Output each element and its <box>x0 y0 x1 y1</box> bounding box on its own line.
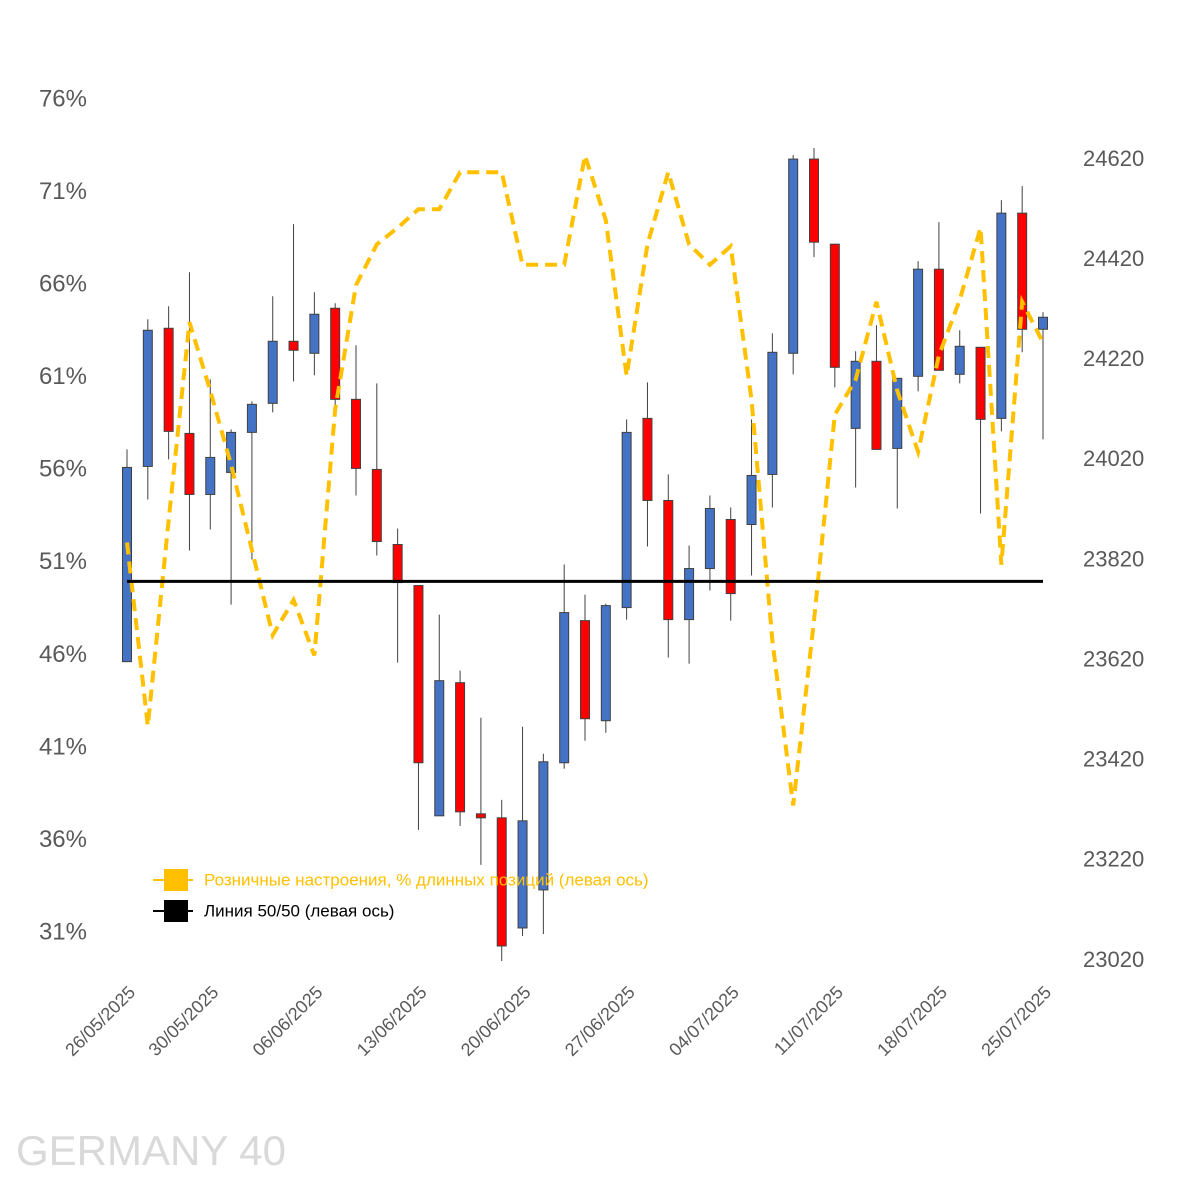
candle-body <box>829 243 840 368</box>
y-tick-label: 51% <box>39 548 87 575</box>
candle-body <box>455 682 466 813</box>
chart-title: GERMANY 40 <box>16 1127 286 1174</box>
candle-body <box>642 417 653 501</box>
candle-body <box>913 268 924 377</box>
candle-body <box>517 820 528 929</box>
x-tick-label: 25/07/2025 <box>977 982 1055 1060</box>
candle-body <box>163 327 174 432</box>
y-tick-label: 41% <box>39 733 87 760</box>
x-tick-label: 20/06/2025 <box>457 982 535 1060</box>
y2-tick-label: 24220 <box>1083 346 1144 371</box>
candle-body <box>725 518 736 595</box>
legend-swatch <box>164 869 188 891</box>
y2-tick-label: 24420 <box>1083 246 1144 271</box>
x-tick-label: 26/05/2025 <box>61 982 139 1060</box>
y2-tick-label: 23220 <box>1083 847 1144 872</box>
candle-body <box>330 307 341 400</box>
candle-body <box>746 474 757 525</box>
x-tick-label: 11/07/2025 <box>770 982 847 1059</box>
candle-body <box>871 360 882 450</box>
candle-body <box>538 761 549 891</box>
y2-tick-label: 23620 <box>1083 646 1144 671</box>
y-tick-label: 56% <box>39 456 87 483</box>
candle-body <box>788 158 799 354</box>
candle-body <box>496 817 507 947</box>
candle-body <box>933 268 944 371</box>
candle-body <box>600 605 611 722</box>
candle-body <box>351 398 361 469</box>
candle-body <box>684 568 695 621</box>
x-tick-label: 27/06/2025 <box>561 982 639 1060</box>
legend-label: Розничные настроения, % длинных позиций … <box>204 870 649 889</box>
candle-body <box>371 468 382 543</box>
y-tick-label: 71% <box>39 178 87 205</box>
x-tick-label: 18/07/2025 <box>873 982 951 1060</box>
y-tick-label: 76% <box>39 85 87 112</box>
x-tick-label: 30/05/2025 <box>145 982 223 1060</box>
candle-body <box>142 329 153 467</box>
candle-body <box>434 680 445 817</box>
candle-body <box>1038 316 1048 330</box>
y2-tick-label: 23020 <box>1083 947 1144 972</box>
candle-body <box>267 340 278 404</box>
candle-body <box>996 212 1007 419</box>
candle-body <box>892 377 903 449</box>
legend-label: Линия 50/50 (левая ось) <box>204 901 394 920</box>
y-tick-label: 66% <box>39 271 87 298</box>
candle-body <box>1017 212 1028 330</box>
y2-tick-label: 24620 <box>1083 146 1144 171</box>
y2-tick-label: 23820 <box>1083 546 1144 571</box>
candle-body <box>392 544 403 584</box>
candle-body <box>413 585 424 764</box>
y-tick-label: 46% <box>39 641 87 668</box>
x-tick-label: 13/06/2025 <box>353 982 431 1060</box>
candle-body <box>205 456 216 495</box>
candle-body <box>621 431 632 609</box>
x-tick-label: 06/06/2025 <box>249 982 327 1060</box>
candle-body <box>704 507 715 570</box>
candle-body <box>475 813 486 819</box>
candle-body <box>809 158 819 243</box>
candle-body <box>184 432 195 495</box>
candle-body <box>975 346 986 420</box>
candle-body <box>288 340 299 351</box>
candle-body <box>580 620 590 720</box>
candle-body <box>309 313 320 354</box>
line-series <box>125 154 1045 806</box>
y-tick-label: 36% <box>39 826 87 853</box>
legend-swatch <box>164 900 188 922</box>
y2-tick-label: 23420 <box>1083 747 1144 772</box>
y-tick-label: 31% <box>39 919 87 946</box>
candle-body <box>559 612 570 764</box>
candle-body <box>850 360 861 429</box>
x-tick-label: 04/07/2025 <box>665 982 743 1060</box>
y-tick-label: 61% <box>39 363 87 390</box>
y2-tick-label: 24020 <box>1083 446 1144 471</box>
candle-body <box>246 403 257 433</box>
candle-body <box>954 345 965 375</box>
candle-body <box>767 351 778 475</box>
candle-body <box>663 499 674 621</box>
